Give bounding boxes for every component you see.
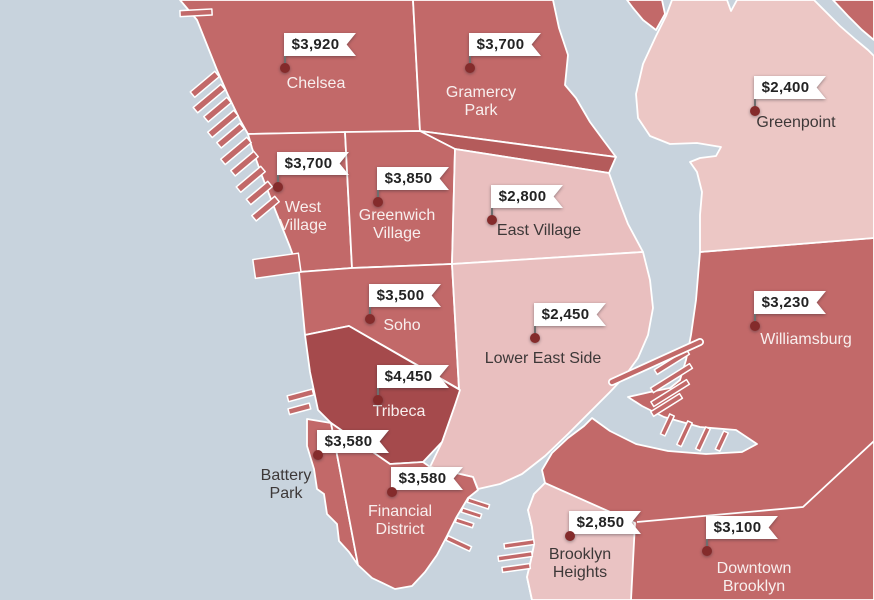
price-flag: $2,400 — [754, 76, 826, 99]
location-dot — [387, 487, 397, 497]
location-dot — [465, 63, 475, 73]
price-flag: $3,580 — [391, 467, 463, 490]
label-east-village: East Village — [496, 222, 582, 239]
label-tribeca: Tribeca — [372, 403, 426, 420]
location-dot — [280, 63, 290, 73]
region-lic-wedge — [626, 0, 666, 31]
location-dot — [365, 314, 375, 324]
label-lower-east-side: Lower East Side — [484, 350, 602, 367]
williamsburg-bridge — [608, 338, 704, 386]
region-creek-corner — [832, 0, 874, 41]
price-flag: $2,450 — [534, 303, 606, 326]
label-greenpoint: Greenpoint — [756, 114, 836, 131]
label-williamsburg: Williamsburg — [760, 331, 852, 348]
price-flag: $3,230 — [754, 291, 826, 314]
label-battery-park: Battery Park — [260, 467, 312, 502]
location-dot — [565, 531, 575, 541]
region-greenpoint — [635, 0, 874, 253]
label-chelsea: Chelsea — [286, 75, 346, 92]
price-flag: $3,700 — [277, 152, 349, 175]
price-flag: $4,450 — [377, 365, 449, 388]
location-dot — [487, 215, 497, 225]
price-flag: $2,850 — [569, 511, 641, 534]
label-gramercy-park: Gramercy Park — [445, 84, 517, 119]
location-dot — [273, 182, 283, 192]
region-financial-district — [330, 422, 479, 590]
price-flag: $3,580 — [317, 430, 389, 453]
location-dot — [750, 106, 760, 116]
label-west-village: West Village — [279, 199, 327, 234]
location-dot — [313, 450, 323, 460]
piers — [179, 8, 730, 574]
label-soho: Soho — [383, 317, 421, 334]
price-flag: $3,850 — [377, 167, 449, 190]
label-brooklyn-heights: Brooklyn Heights — [548, 546, 612, 581]
price-flag: $3,920 — [284, 33, 356, 56]
location-dot — [373, 395, 383, 405]
price-flag: $3,100 — [706, 516, 778, 539]
border-williamsburg-downtown — [636, 440, 874, 523]
label-greenwich-village: Greenwich Village — [358, 207, 436, 242]
price-flag: $3,500 — [369, 284, 441, 307]
location-dot — [373, 197, 383, 207]
price-flag: $3,700 — [469, 33, 541, 56]
price-flag: $2,800 — [491, 185, 563, 208]
location-dot — [530, 333, 540, 343]
location-dot — [702, 546, 712, 556]
location-dot — [750, 321, 760, 331]
label-financial-district: Financial District — [367, 503, 433, 538]
label-downtown-brooklyn: Downtown Brooklyn — [716, 560, 792, 595]
region-greenwich-village — [344, 130, 456, 269]
